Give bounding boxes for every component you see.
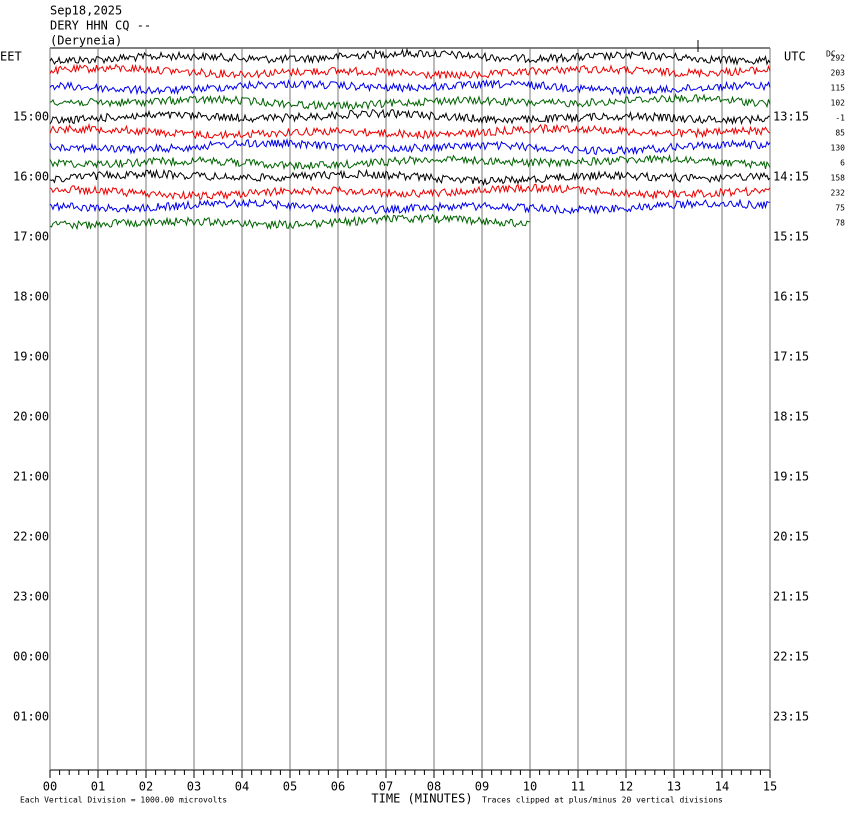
eet-label: 23:00 <box>13 590 49 604</box>
x-tick-label: 01 <box>91 780 105 794</box>
eet-label: 21:00 <box>13 470 49 484</box>
date: Sep18,2025 <box>50 4 122 18</box>
eet-label: 17:00 <box>13 230 49 244</box>
trace <box>49 47 771 66</box>
x-tick-label: 13 <box>667 780 681 794</box>
trace <box>49 183 771 201</box>
dc-value: 78 <box>835 219 845 228</box>
eet-label: 16:00 <box>13 170 49 184</box>
x-tick-label: 06 <box>331 780 345 794</box>
footnote: Each Vertical Division = 1000.00 microvo… <box>20 796 227 805</box>
utc-label: 22:15 <box>773 650 809 664</box>
eet-label: 19:00 <box>13 350 49 364</box>
dc-label: DC <box>826 50 836 59</box>
dc-value: 292 <box>831 54 846 63</box>
eet-label: 01:00 <box>13 710 49 724</box>
trace <box>49 153 771 171</box>
trace <box>49 168 771 187</box>
dc-value: 130 <box>831 144 846 153</box>
dc-value: 102 <box>831 99 846 108</box>
utc-label: 19:15 <box>773 470 809 484</box>
dc-value: 158 <box>831 174 846 183</box>
trace <box>49 138 771 156</box>
x-tick-label: 09 <box>475 780 489 794</box>
trace <box>49 78 771 96</box>
utc-label: 13:15 <box>773 110 809 124</box>
x-tick-label: 04 <box>235 780 249 794</box>
eet-label: 20:00 <box>13 410 49 424</box>
dc-value: 115 <box>831 84 846 93</box>
utc-label: 20:15 <box>773 530 809 544</box>
eet-label: 15:00 <box>13 110 49 124</box>
trace <box>49 108 770 126</box>
right-axis-label: UTC <box>784 50 806 64</box>
trace <box>49 198 771 215</box>
station: DERY HHN CQ -- <box>50 19 151 33</box>
x-tick-label: 08 <box>427 780 441 794</box>
trace <box>49 92 771 111</box>
footnote: Traces clipped at plus/minus 20 vertical… <box>482 796 723 805</box>
x-tick-label: 11 <box>571 780 585 794</box>
eet-label: 00:00 <box>13 650 49 664</box>
dc-value: 75 <box>835 204 845 213</box>
x-tick-label: 05 <box>283 780 297 794</box>
x-tick-label: 14 <box>715 780 729 794</box>
utc-label: 16:15 <box>773 290 809 304</box>
utc-label: 14:15 <box>773 170 809 184</box>
eet-label: 18:00 <box>13 290 49 304</box>
utc-label: 21:15 <box>773 590 809 604</box>
utc-label: 23:15 <box>773 710 809 724</box>
dc-value: 6 <box>840 159 845 168</box>
location: (Deryneia) <box>50 34 122 48</box>
x-tick-label: 03 <box>187 780 201 794</box>
x-tick-label: 07 <box>379 780 393 794</box>
trace <box>49 63 771 80</box>
x-tick-label: 15 <box>763 780 777 794</box>
dc-value: -1 <box>835 114 845 123</box>
dc-value: 232 <box>831 189 846 198</box>
dc-value: 203 <box>831 69 846 78</box>
x-tick-label: 02 <box>139 780 153 794</box>
utc-label: 18:15 <box>773 410 809 424</box>
trace <box>49 122 771 140</box>
x-tick-label: 12 <box>619 780 633 794</box>
dc-value: 85 <box>835 129 845 138</box>
trace <box>49 213 530 231</box>
x-tick-label: 10 <box>523 780 537 794</box>
utc-label: 15:15 <box>773 230 809 244</box>
x-tick-label: 00 <box>43 780 57 794</box>
utc-label: 17:15 <box>773 350 809 364</box>
x-label: TIME (MINUTES) <box>371 792 472 806</box>
left-axis-label: EET <box>0 50 22 64</box>
eet-label: 22:00 <box>13 530 49 544</box>
